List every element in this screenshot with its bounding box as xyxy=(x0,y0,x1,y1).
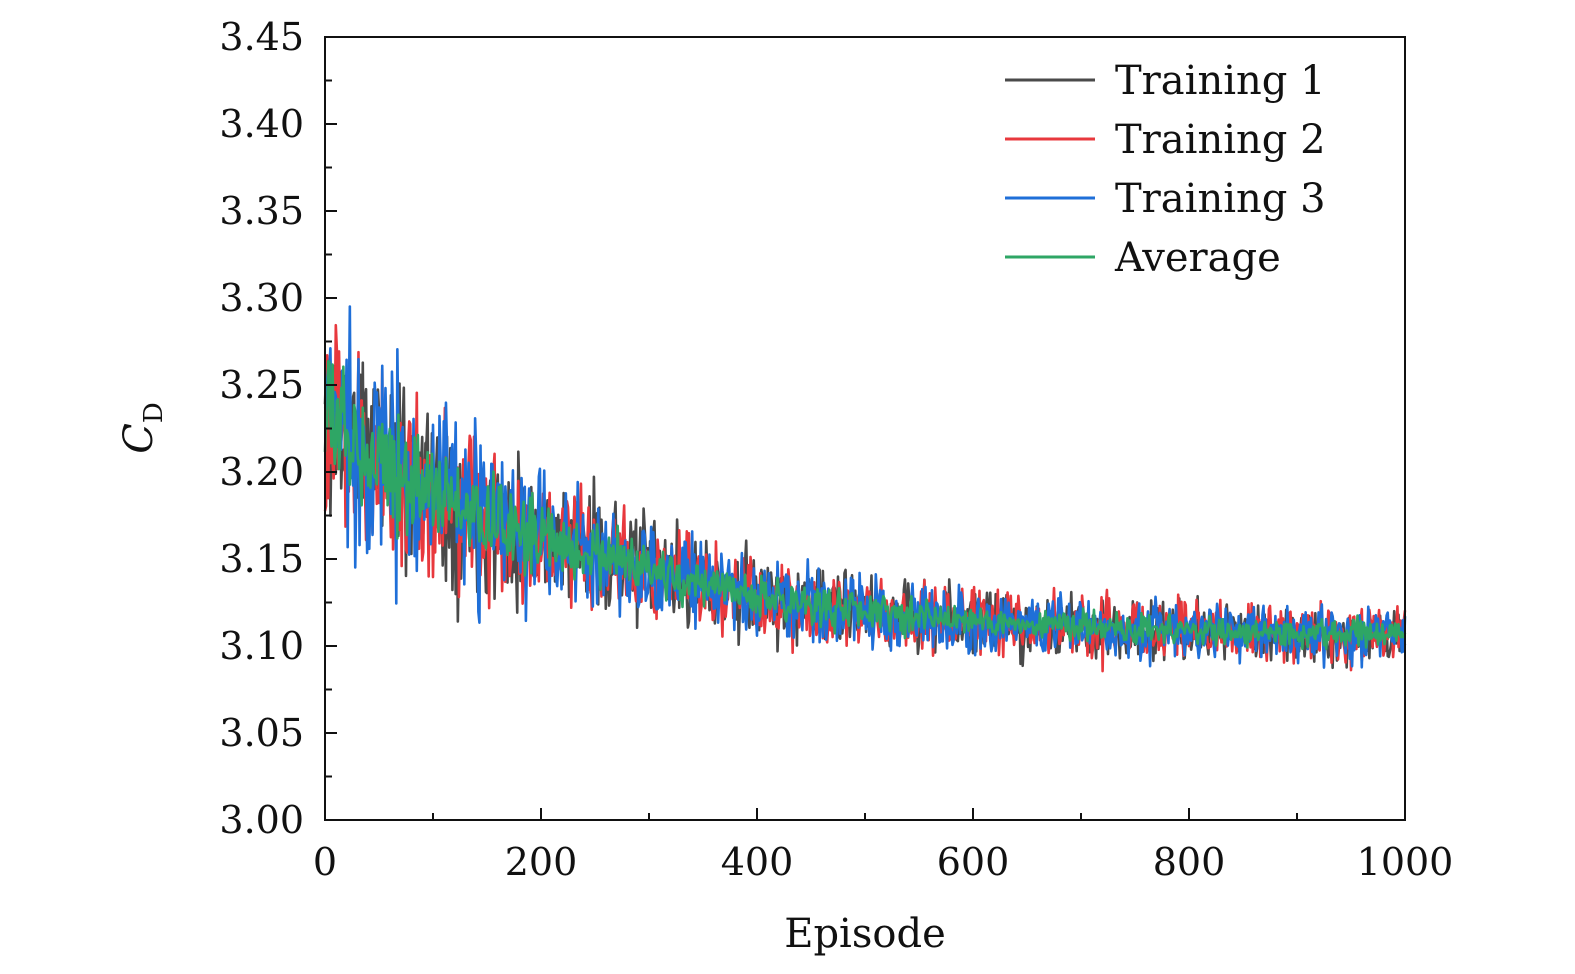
x-tick-label: 1000 xyxy=(1357,840,1454,884)
legend-label-training-2: Training 2 xyxy=(1115,117,1326,163)
x-tick-label: 800 xyxy=(1153,840,1226,884)
x-tick-label: 0 xyxy=(313,840,337,884)
y-axis-label: CD xyxy=(116,402,169,453)
y-tick-label: 3.35 xyxy=(219,189,304,233)
y-tick-label: 3.00 xyxy=(219,798,304,842)
legend-label-average: Average xyxy=(1114,235,1281,281)
x-axis-label: Episode xyxy=(784,911,945,957)
legend-label-training-3: Training 3 xyxy=(1115,176,1326,222)
legend-label-training-1: Training 1 xyxy=(1115,58,1326,104)
y-tick-label: 3.20 xyxy=(219,450,304,494)
series-line-training-3 xyxy=(323,305,1407,669)
series-layer xyxy=(323,305,1407,673)
y-tick-label: 3.05 xyxy=(219,711,304,755)
legend: Training 1 Training 2 Training 3 Average xyxy=(1005,58,1326,281)
x-tick-label: 600 xyxy=(937,840,1010,884)
y-tick-label: 3.25 xyxy=(219,363,304,407)
svg-text:CD: CD xyxy=(116,402,169,453)
y-axis-label-main: C xyxy=(116,423,162,454)
series-line-average xyxy=(323,359,1407,651)
y-axis-label-sub: D xyxy=(139,402,169,423)
y-tick-label: 3.30 xyxy=(219,276,304,320)
y-tick-label: 3.10 xyxy=(219,624,304,668)
x-tick-label: 200 xyxy=(505,840,578,884)
y-tick-label: 3.15 xyxy=(219,537,304,581)
y-tick-label: 3.40 xyxy=(219,102,304,146)
x-tick-label: 400 xyxy=(721,840,794,884)
ticks-layer: 0 200 400 600 800 1000 3.00 3.05 3.10 3.15 3.20 3.2… xyxy=(219,15,1453,884)
y-tick-label: 3.45 xyxy=(219,15,304,59)
